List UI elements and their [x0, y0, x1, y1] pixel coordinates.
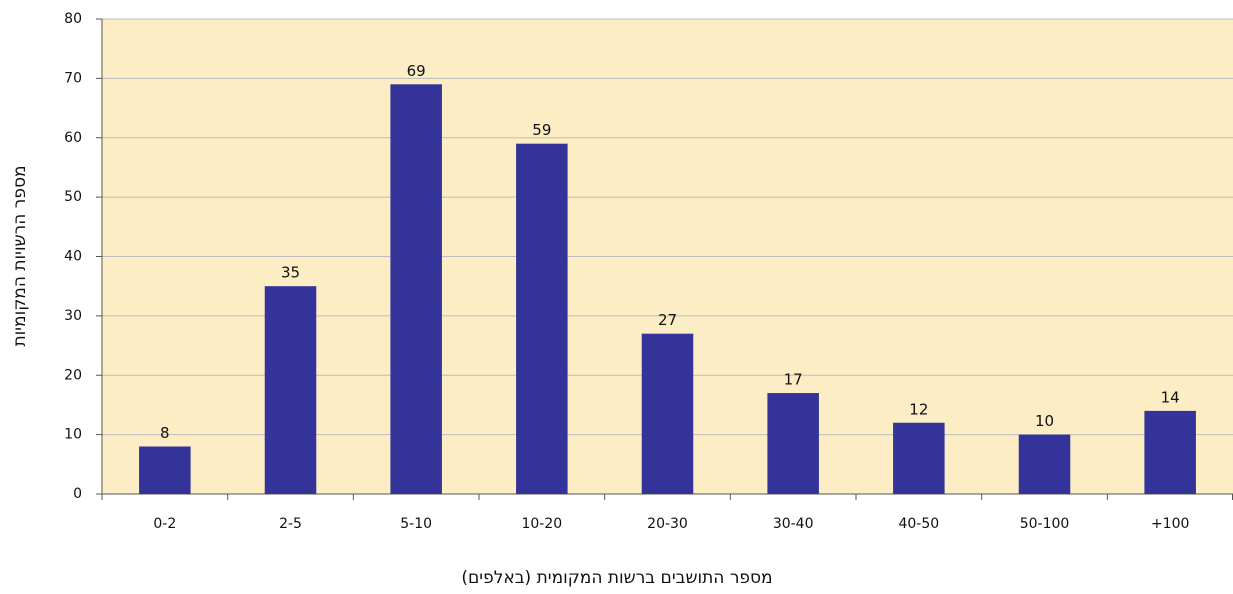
bar: [264, 286, 317, 494]
y-tick-label: 0: [73, 486, 82, 502]
bar: [390, 84, 442, 494]
bar: [767, 393, 819, 494]
value-label: 10: [1035, 412, 1054, 430]
value-label: 17: [784, 371, 803, 389]
x-tick-label: 40-50: [898, 516, 939, 532]
value-label: 69: [407, 62, 426, 80]
y-tick-label: 60: [64, 130, 82, 146]
value-label: 59: [532, 121, 551, 139]
y-tick-label: 10: [64, 427, 82, 443]
y-tick-label: 20: [64, 367, 82, 383]
x-tick-label: 50-100: [1020, 516, 1070, 532]
value-label: 14: [1161, 388, 1180, 406]
y-tick-label: 30: [64, 308, 82, 324]
x-tick-label: 20-30: [647, 516, 688, 532]
bar: [516, 143, 568, 494]
x-tick-label: 2-5: [279, 516, 302, 532]
y-tick-label: 40: [64, 249, 82, 265]
y-tick-label: 70: [64, 70, 82, 86]
bar: [1018, 434, 1071, 494]
y-axis-label: מספר הרשויות המקומיות: [10, 165, 30, 346]
value-label: 27: [658, 311, 677, 329]
y-tick-label: 50: [64, 189, 82, 205]
bar: [641, 333, 694, 494]
value-label: 35: [281, 264, 300, 282]
value-label: 12: [909, 400, 928, 418]
y-tick-label: 80: [64, 11, 82, 27]
x-tick-label: 5-10: [400, 516, 432, 532]
x-tick-label: 30-40: [773, 516, 814, 532]
x-tick-label: +100: [1151, 516, 1189, 532]
bar: [139, 446, 191, 494]
bar: [1144, 410, 1196, 494]
value-label: 8: [160, 424, 170, 442]
bar: [893, 422, 945, 494]
x-axis-label: מספר התושבים ברשות המקומית (באלפים): [461, 568, 772, 588]
x-tick-label: 10-20: [521, 516, 562, 532]
x-tick-label: 0-2: [153, 516, 176, 532]
